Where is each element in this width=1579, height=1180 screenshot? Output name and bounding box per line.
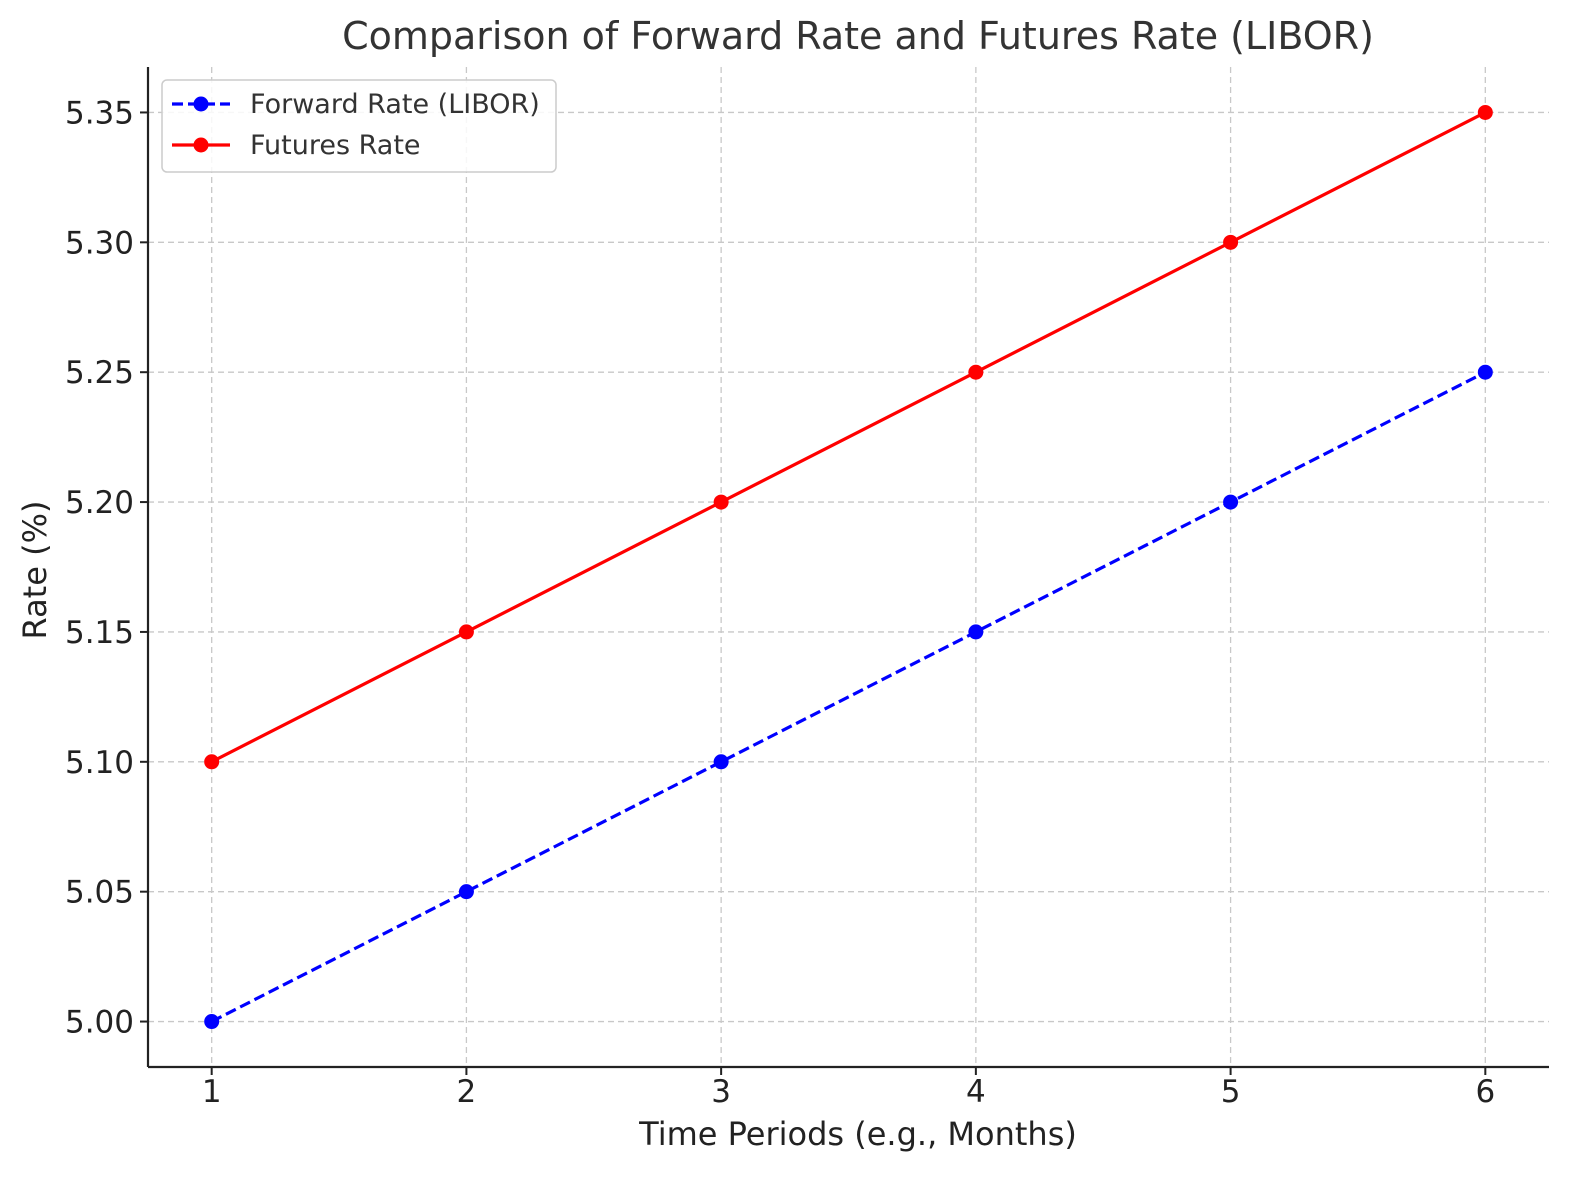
series-line xyxy=(210,111,1487,764)
legend-marker xyxy=(193,137,209,153)
y-tick-label: 5.15 xyxy=(65,615,134,651)
y-tick-label: 5.05 xyxy=(65,875,134,911)
data-point xyxy=(968,364,984,380)
y-tick-label: 5.10 xyxy=(65,745,134,781)
data-point xyxy=(968,624,984,640)
legend: Forward Rate (LIBOR) Futures Rate xyxy=(161,79,557,173)
series-line xyxy=(210,370,1487,1023)
x-tick-label: 2 xyxy=(457,1074,477,1110)
legend-marker xyxy=(193,96,209,112)
axes-layer: 1 2 3 4 5 6 5.00 5.05 5.10 5.15 5.20 5.25 5.30 5.35 xyxy=(65,67,1549,1110)
y-tick-label: 5.20 xyxy=(65,485,134,521)
data-point xyxy=(1223,234,1239,250)
data-point xyxy=(1477,364,1493,380)
x-tick-label: 4 xyxy=(966,1074,986,1110)
data-point xyxy=(204,754,220,770)
y-tick-label: 5.00 xyxy=(65,1005,134,1041)
x-axis-label: Time Periods (e.g., Months) xyxy=(638,1115,1077,1153)
series-layer xyxy=(204,104,1493,1030)
data-point xyxy=(1223,494,1239,510)
legend-label: Futures Rate xyxy=(250,130,421,161)
series-futures-rate xyxy=(204,104,1493,770)
y-axis-label: Rate (%) xyxy=(16,501,54,640)
chart-title: Comparison of Forward Rate and Futures R… xyxy=(342,14,1374,58)
y-tick-label: 5.30 xyxy=(65,225,134,261)
legend-box xyxy=(161,79,557,173)
x-tick-label: 6 xyxy=(1475,1074,1495,1110)
series-forward-rate xyxy=(204,364,1493,1030)
data-point xyxy=(458,624,474,640)
y-tick-label: 5.35 xyxy=(65,95,134,131)
y-tick-label: 5.25 xyxy=(65,355,134,391)
data-point xyxy=(713,494,729,510)
legend-label: Forward Rate (LIBOR) xyxy=(250,89,540,120)
x-tick-label: 1 xyxy=(202,1074,222,1110)
grid-layer xyxy=(148,67,1549,1067)
x-tick-label: 3 xyxy=(711,1074,731,1110)
data-point xyxy=(1477,104,1493,120)
data-point xyxy=(458,884,474,900)
data-point xyxy=(713,754,729,770)
data-point xyxy=(204,1014,220,1030)
x-tick-label: 5 xyxy=(1221,1074,1241,1110)
